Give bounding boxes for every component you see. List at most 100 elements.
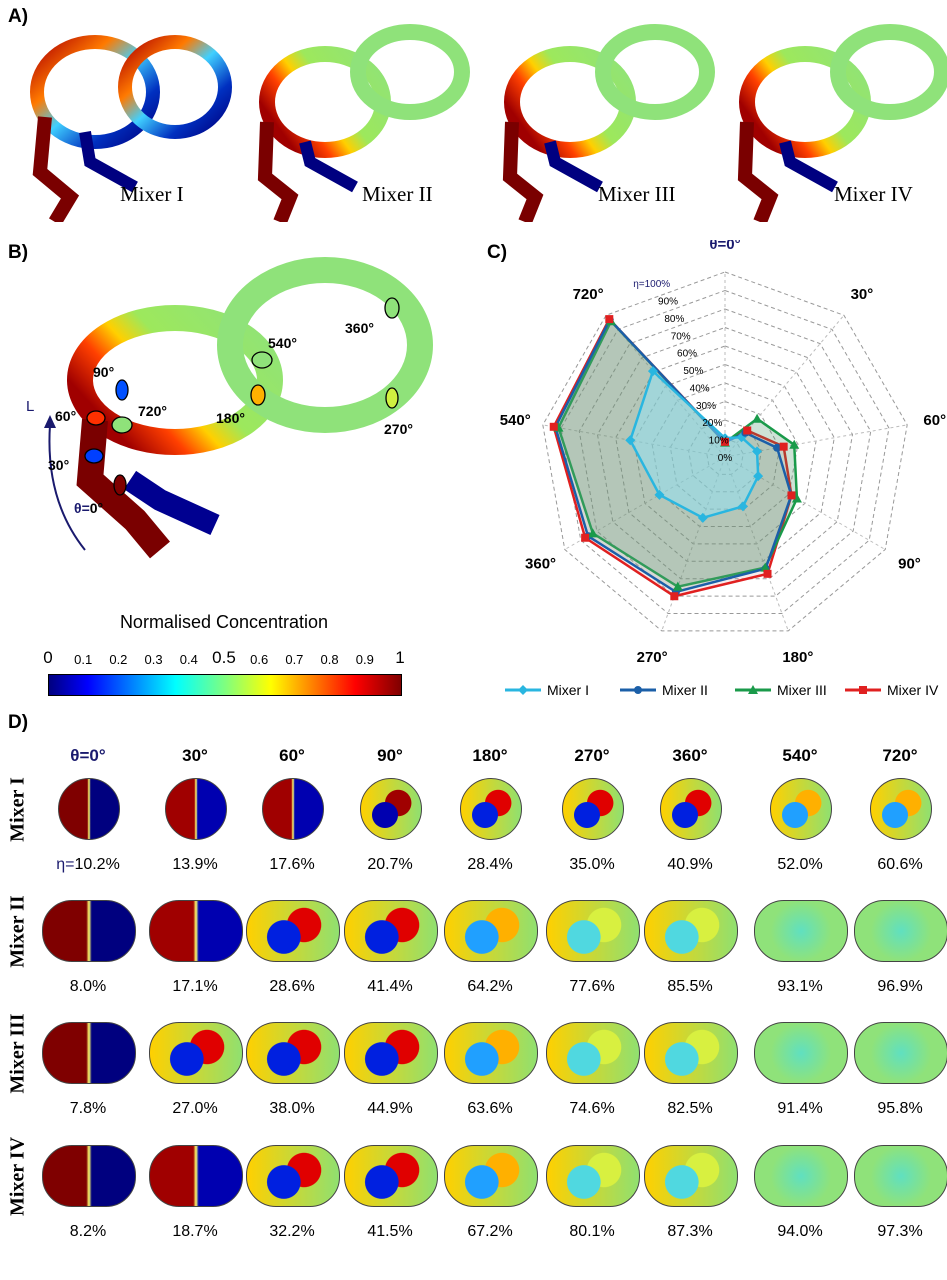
- data-point-mixer-i: [697, 512, 708, 523]
- radial-tick-label: 90%: [658, 297, 678, 308]
- cross-section-map: [870, 778, 932, 840]
- cross-section-map: [344, 1145, 438, 1207]
- radar-ring: [651, 382, 799, 528]
- efficiency-label: 32.2%: [269, 1223, 315, 1240]
- efficiency-label: 41.4%: [367, 978, 413, 995]
- efficiency-label: 85.5%: [667, 978, 713, 995]
- colorbar: [48, 674, 402, 696]
- cross-section-map: [854, 1022, 947, 1084]
- panel-d-label: D): [8, 712, 29, 733]
- data-point-mixer-iv: [721, 437, 729, 446]
- radar-axis-label: 60°: [923, 412, 946, 429]
- radial-tick-label: η=100%: [633, 279, 670, 290]
- cross-section-map: [644, 900, 738, 962]
- cross-section-map: [42, 1145, 136, 1207]
- legend-label: Mixer III: [777, 682, 827, 698]
- cross-section-map: [754, 1022, 848, 1084]
- legend-label: Mixer I: [547, 682, 589, 698]
- radar-ring: [706, 437, 744, 475]
- efficiency-label: 94.0%: [777, 1223, 823, 1240]
- radar-ring: [633, 363, 817, 545]
- data-point-mixer-i: [654, 489, 665, 500]
- cross-section-map: [246, 1145, 340, 1207]
- cross-section-map: [546, 1145, 640, 1207]
- data-point-mixer-iv: [779, 442, 788, 451]
- colorbar-tick-label: 0: [43, 648, 53, 667]
- cross-section-map: [246, 1022, 340, 1084]
- data-point-mixer-i: [647, 366, 658, 377]
- radial-tick-label: 10%: [709, 436, 729, 447]
- cross-section-0: [113, 474, 127, 496]
- mixer-ii-render: [257, 24, 470, 222]
- colorbar-title: Normalised Concentration: [119, 612, 329, 632]
- radar-spoke: [661, 456, 726, 632]
- data-point-mixer-i: [625, 435, 636, 446]
- efficiency-label: 87.3%: [667, 1223, 713, 1240]
- efficiency-label: 44.9%: [367, 1100, 413, 1117]
- cross-section-30: [84, 448, 104, 464]
- colorbar-tick-label: 0.9: [355, 652, 374, 667]
- column-header: 90°: [377, 746, 403, 765]
- cross-section-map: [246, 900, 340, 962]
- column-header: 30°: [182, 746, 208, 765]
- column-header: θ=0°: [70, 746, 106, 765]
- radar-ring: [669, 400, 781, 510]
- colorbar-tick-label: 0.3: [144, 652, 163, 667]
- column-header: 720°: [882, 746, 918, 765]
- legend-marker: [518, 685, 528, 695]
- radar-ring: [560, 289, 890, 614]
- efficiency-label: 27.0%: [172, 1100, 218, 1117]
- panel-b-render: [44, 257, 433, 559]
- series-line-mixer-ii: [554, 317, 793, 594]
- efficiency-label: 28.6%: [269, 978, 315, 995]
- cross-section-270: [385, 387, 399, 409]
- series-line-mixer-iii: [557, 319, 799, 589]
- cross-section-map: [344, 900, 438, 962]
- column-header: 180°: [472, 746, 508, 765]
- direction-arrow-icon: [48, 424, 86, 551]
- cross-section-60: [86, 410, 106, 426]
- radar-ring: [542, 271, 908, 632]
- efficiency-label: 63.6%: [467, 1100, 513, 1117]
- radar-axis-label: 540°: [500, 412, 531, 429]
- mixer-iii-render: [502, 24, 715, 222]
- radar-axis-label: 180°: [782, 649, 813, 666]
- radial-tick-label: 70%: [671, 331, 691, 342]
- efficiency-label: 80.1%: [569, 1223, 615, 1240]
- theta0-label: θ=0°: [74, 500, 104, 516]
- efficiency-label: 97.3%: [877, 1223, 923, 1240]
- colorbar-tick-label: 0.5: [212, 648, 236, 667]
- cross-section-360: [384, 297, 400, 319]
- angle-label-360: 360°: [345, 320, 374, 336]
- data-point-mixer-iv: [787, 491, 796, 500]
- efficiency-label: 93.1%: [777, 978, 823, 995]
- efficiency-label: 77.6%: [569, 978, 615, 995]
- colorbar-tick-label: 0.2: [109, 652, 128, 667]
- efficiency-label: 20.7%: [367, 856, 413, 873]
- data-point-mixer-iii: [791, 493, 802, 503]
- efficiency-label: 13.9%: [172, 856, 218, 873]
- mixer-i-name: Mixer I: [120, 182, 184, 206]
- cross-section-map: [149, 900, 243, 962]
- data-point-mixer-i: [753, 471, 764, 482]
- legend-label: Mixer IV: [887, 682, 939, 698]
- efficiency-label: 82.5%: [667, 1100, 713, 1117]
- cross-section-180: [250, 384, 266, 406]
- column-header: 270°: [574, 746, 610, 765]
- radar-axis-label: 30°: [851, 286, 874, 303]
- radar-spoke: [724, 456, 886, 550]
- cross-section-720: [111, 416, 133, 434]
- radar-ring: [578, 308, 872, 597]
- radar-spoke: [564, 456, 726, 550]
- cross-section-map: [262, 778, 324, 840]
- series-line-mixer-i: [628, 368, 760, 520]
- angle-label-60: 60°: [55, 408, 77, 424]
- radar-axis-label: 90°: [898, 556, 921, 573]
- cross-section-map: [854, 1145, 947, 1207]
- colorbar-tick-label: 0.1: [74, 652, 93, 667]
- colorbar-tick-label: 0.7: [285, 652, 304, 667]
- data-point-mixer-i: [752, 446, 763, 457]
- panel-c-label: C): [487, 242, 508, 263]
- data-point-mixer-iii: [672, 581, 683, 591]
- row-label: Mixer IV: [6, 1136, 29, 1217]
